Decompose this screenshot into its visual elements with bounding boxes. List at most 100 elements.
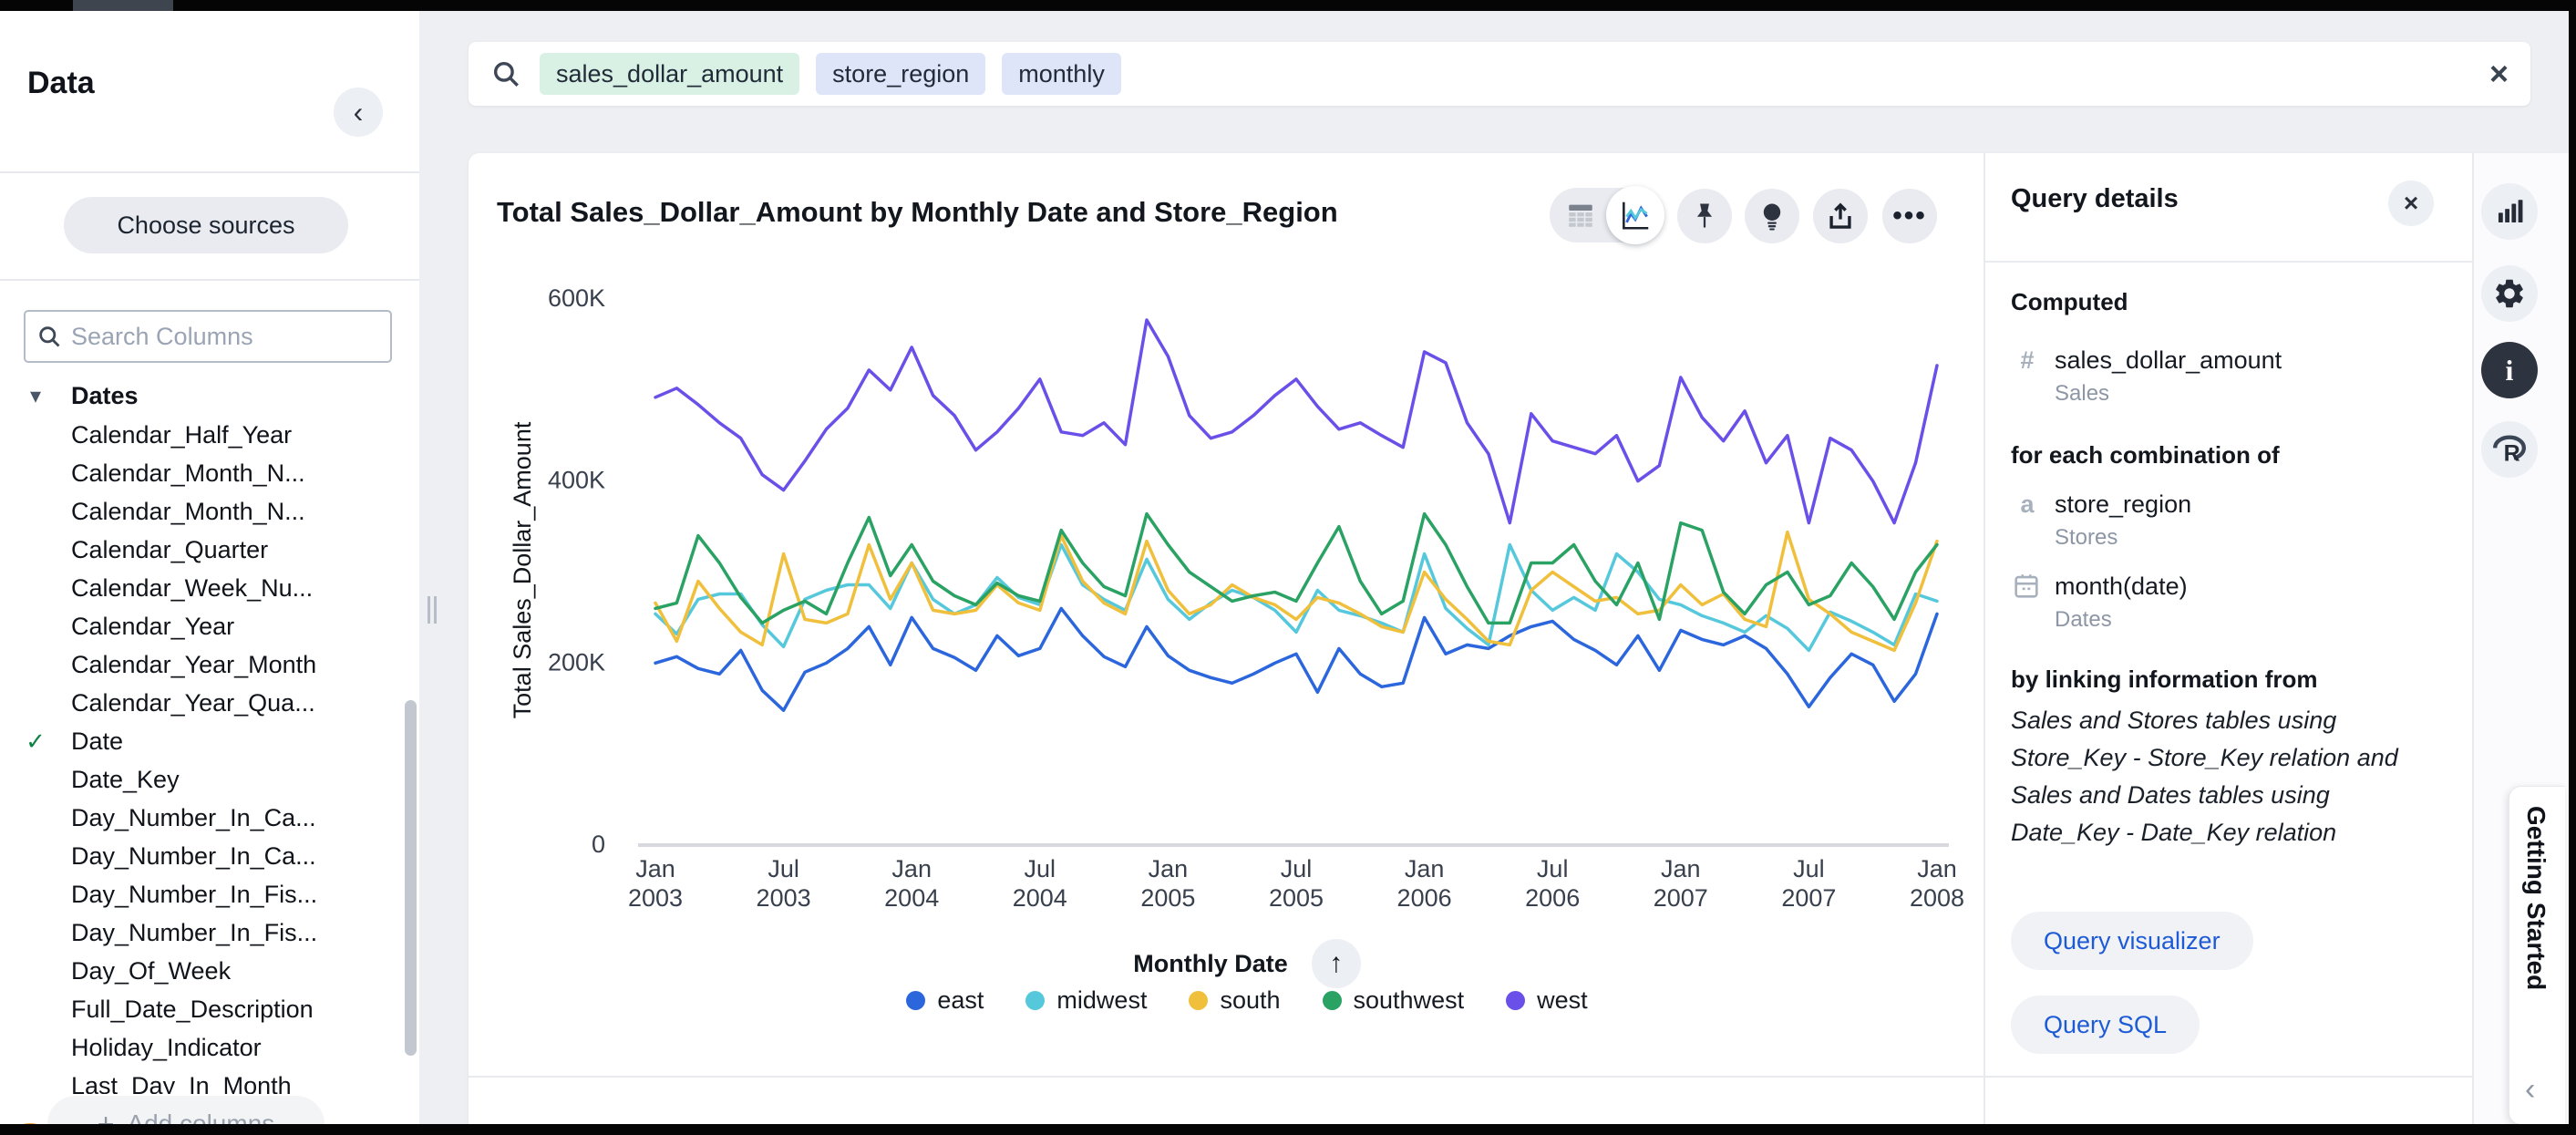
- column-list-item[interactable]: Date_Key: [0, 760, 401, 799]
- column-label: Calendar_Month_N...: [71, 459, 305, 488]
- column-list-item[interactable]: Calendar_Year: [0, 607, 401, 645]
- getting-started-label: Getting Started: [2521, 806, 2550, 990]
- column-list-item[interactable]: Day_Number_In_Ca...: [0, 799, 401, 837]
- column-list-item[interactable]: Calendar_Week_Nu...: [0, 569, 401, 607]
- search-icon: [36, 324, 62, 349]
- gear-icon: [2492, 276, 2527, 311]
- suggestions-button[interactable]: [1745, 189, 1799, 243]
- column-label: Calendar_Year_Month: [71, 651, 316, 679]
- computed-field-name: sales_dollar_amount: [2055, 346, 2282, 375]
- tree-group-label: Dates: [71, 382, 139, 410]
- export-button[interactable]: [1813, 189, 1868, 243]
- column-list-item[interactable]: Calendar_Half_Year: [0, 416, 401, 454]
- column-list-item[interactable]: Full_Date_Description: [0, 990, 401, 1028]
- column-label: Calendar_Quarter: [71, 536, 268, 564]
- close-icon[interactable]: ×: [2489, 57, 2509, 90]
- line-chart-icon: [1618, 198, 1653, 232]
- bottom-chrome-bar: [0, 1124, 2576, 1135]
- y-tick-label: 400K: [548, 467, 605, 494]
- column-label: Holiday_Indicator: [71, 1034, 262, 1062]
- query-visualizer-button[interactable]: Query visualizer: [2011, 912, 2253, 970]
- linking-line: Sales and Stores tables using: [2011, 702, 2448, 739]
- legend-item-southwest[interactable]: southwest: [1323, 986, 1465, 1015]
- table-view-button[interactable]: [1557, 191, 1604, 239]
- search-token[interactable]: store_region: [816, 53, 985, 95]
- column-list-item[interactable]: Day_Number_In_Fis...: [0, 875, 401, 913]
- x-tick-month: Jan: [891, 855, 932, 882]
- choose-sources-button[interactable]: Choose sources: [64, 197, 348, 253]
- divider: [0, 279, 419, 281]
- sort-ascending-button[interactable]: ↑: [1312, 939, 1361, 988]
- x-tick-month: Jul: [1281, 855, 1313, 882]
- calendar-icon: [2011, 571, 2042, 606]
- sidebar-resize-handle[interactable]: [428, 596, 440, 624]
- legend-dot: [906, 991, 925, 1010]
- x-tick-month: Jul: [1537, 855, 1569, 882]
- series-line-east[interactable]: [655, 608, 1937, 710]
- x-tick-year: 2007: [1781, 884, 1836, 912]
- rail-settings-button[interactable]: [2481, 265, 2538, 322]
- close-icon: ×: [2404, 189, 2418, 218]
- column-list-item[interactable]: Calendar_Year_Qua...: [0, 684, 401, 722]
- column-list-item[interactable]: Last_Day_In_Month: [0, 1067, 401, 1094]
- legend-item-west[interactable]: west: [1506, 986, 1588, 1015]
- rail-r-language-button[interactable]: R: [2481, 421, 2538, 478]
- query-details-close-button[interactable]: ×: [2388, 181, 2434, 226]
- table-icon: [1565, 200, 1596, 231]
- computed-field-table: Sales: [2055, 381, 2109, 407]
- column-list-item[interactable]: Calendar_Year_Month: [0, 645, 401, 684]
- chart-title: Total Sales_Dollar_Amount by Monthly Dat…: [497, 196, 1338, 229]
- chart-view-button[interactable]: [1606, 186, 1664, 244]
- x-tick-year: 2005: [1140, 884, 1195, 912]
- column-list-item[interactable]: Day_Number_In_Ca...: [0, 837, 401, 875]
- more-options-button[interactable]: •••: [1882, 189, 1937, 243]
- series-line-west[interactable]: [655, 320, 1937, 523]
- sidebar-scrollbar-thumb[interactable]: [405, 700, 417, 1056]
- arrow-up-icon: ↑: [1329, 948, 1343, 979]
- pin-button[interactable]: [1677, 189, 1732, 243]
- sidebar-collapse-button[interactable]: ‹: [334, 88, 383, 137]
- caret-down-icon[interactable]: ▾: [0, 383, 71, 409]
- ellipsis-icon: •••: [1892, 201, 1927, 232]
- column-label: Date: [71, 727, 123, 756]
- legend-item-south[interactable]: south: [1189, 986, 1280, 1015]
- groupby-field-name: month(date): [2055, 573, 2188, 601]
- query-sql-button[interactable]: Query SQL: [2011, 996, 2200, 1054]
- search-columns-box: [24, 310, 392, 363]
- tree-group-dates[interactable]: ▾ Dates: [0, 376, 401, 416]
- combination-heading: for each combination of: [2011, 441, 2280, 469]
- x-tick-year: 2007: [1654, 884, 1708, 912]
- rail-chart-button[interactable]: [2481, 183, 2538, 240]
- search-token-row: sales_dollar_amount store_region monthly: [540, 53, 1121, 95]
- column-list-item[interactable]: Calendar_Month_N...: [0, 492, 401, 531]
- search-columns-input[interactable]: [71, 323, 363, 351]
- column-list-item[interactable]: Calendar_Month_N...: [0, 454, 401, 492]
- column-list-item[interactable]: Day_Of_Week: [0, 952, 401, 990]
- column-list-item[interactable]: ✓Date: [0, 722, 401, 760]
- linking-line: Date_Key - Date_Key relation: [2011, 814, 2448, 851]
- legend-item-midwest[interactable]: midwest: [1025, 986, 1147, 1015]
- y-tick-label: 600K: [548, 284, 605, 312]
- legend-label: south: [1220, 986, 1280, 1015]
- legend-item-east[interactable]: east: [906, 986, 984, 1015]
- info-icon: i: [2506, 354, 2514, 387]
- x-tick-year: 2005: [1269, 884, 1324, 912]
- series-line-southwest[interactable]: [655, 514, 1937, 624]
- linking-line: Store_Key - Store_Key relation and: [2011, 739, 2448, 777]
- legend-dot: [1025, 991, 1045, 1010]
- column-list-item[interactable]: Holiday_Indicator: [0, 1028, 401, 1067]
- column-list-item[interactable]: Day_Number_In_Fis...: [0, 913, 401, 952]
- column-label: Day_Number_In_Fis...: [71, 919, 317, 947]
- groupby-field-name: store_region: [2055, 490, 2191, 519]
- chevron-left-icon[interactable]: ‹: [2525, 1072, 2535, 1108]
- line-chart[interactable]: 0200K400K600KTotal Sales_Dollar_AmountJa…: [510, 264, 1969, 921]
- column-label: Calendar_Year: [71, 613, 234, 641]
- column-list-item[interactable]: Calendar_Quarter: [0, 531, 401, 569]
- nl-search-bar[interactable]: sales_dollar_amount store_region monthly ×: [469, 42, 2530, 106]
- search-token[interactable]: monthly: [1002, 53, 1121, 95]
- legend-label: west: [1537, 986, 1588, 1015]
- bar-chart-icon: [2494, 196, 2525, 227]
- search-token[interactable]: sales_dollar_amount: [540, 53, 799, 95]
- rail-info-button[interactable]: i: [2481, 342, 2538, 398]
- r-logo-icon: R: [2491, 431, 2528, 468]
